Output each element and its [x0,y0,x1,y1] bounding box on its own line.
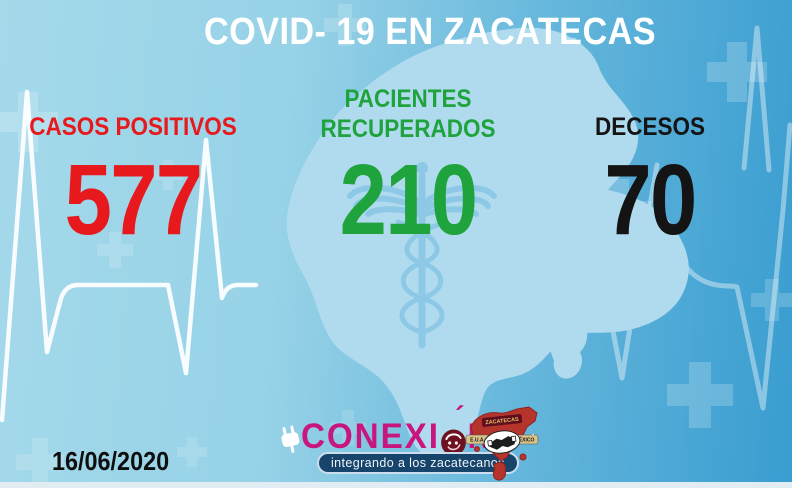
logo-tagline: integrando a los zacatecanos [317,452,519,474]
emblem-top-text: ZACATECAS [485,417,519,427]
casos-positivos-label: CASOS POSITIVOS [29,113,237,141]
zacatecas-handshake-emblem: ZACATECAS E.U.A. MÉXICO [465,405,539,483]
ekg-line-left-icon [0,89,259,423]
report-date: 16/06/2020 [52,446,170,476]
page-title: COVID- 19 EN ZACATECAS [203,11,657,53]
plug-icon [281,425,300,453]
emblem-left-text: E.U.A. [470,438,485,444]
casos-positivos-value: 577 [64,144,203,256]
handshake-icon [483,430,521,454]
decesos-value: 70 [604,144,697,256]
conexion-mascot-icon: ´ [441,402,467,455]
wordmark-pre: CONEXI [301,417,440,456]
caduceus-icon [347,162,497,349]
wordmark-accent: ´ [455,400,467,434]
pacientes-recuperados-value: 210 [339,144,478,256]
stat-casos-positivos: CASOS POSITIVOS 577 [13,112,253,250]
pacientes-label-line1: PACIENTES [344,85,472,113]
emblem-right-text: MÉXICO [515,436,535,444]
stat-pacientes-recuperados: PACIENTES RECUPERADOS 210 [288,84,528,250]
conexion-logo: CONEXI ´ N integrando a los zacatecanos [281,402,551,485]
zacatecas-map-silhouette [286,27,689,459]
bottom-border [0,482,792,488]
decesos-label: DECESOS [594,113,706,141]
pacientes-label-line2: RECUPERADOS [320,115,496,143]
stat-decesos: DECESOS 70 [530,112,770,250]
